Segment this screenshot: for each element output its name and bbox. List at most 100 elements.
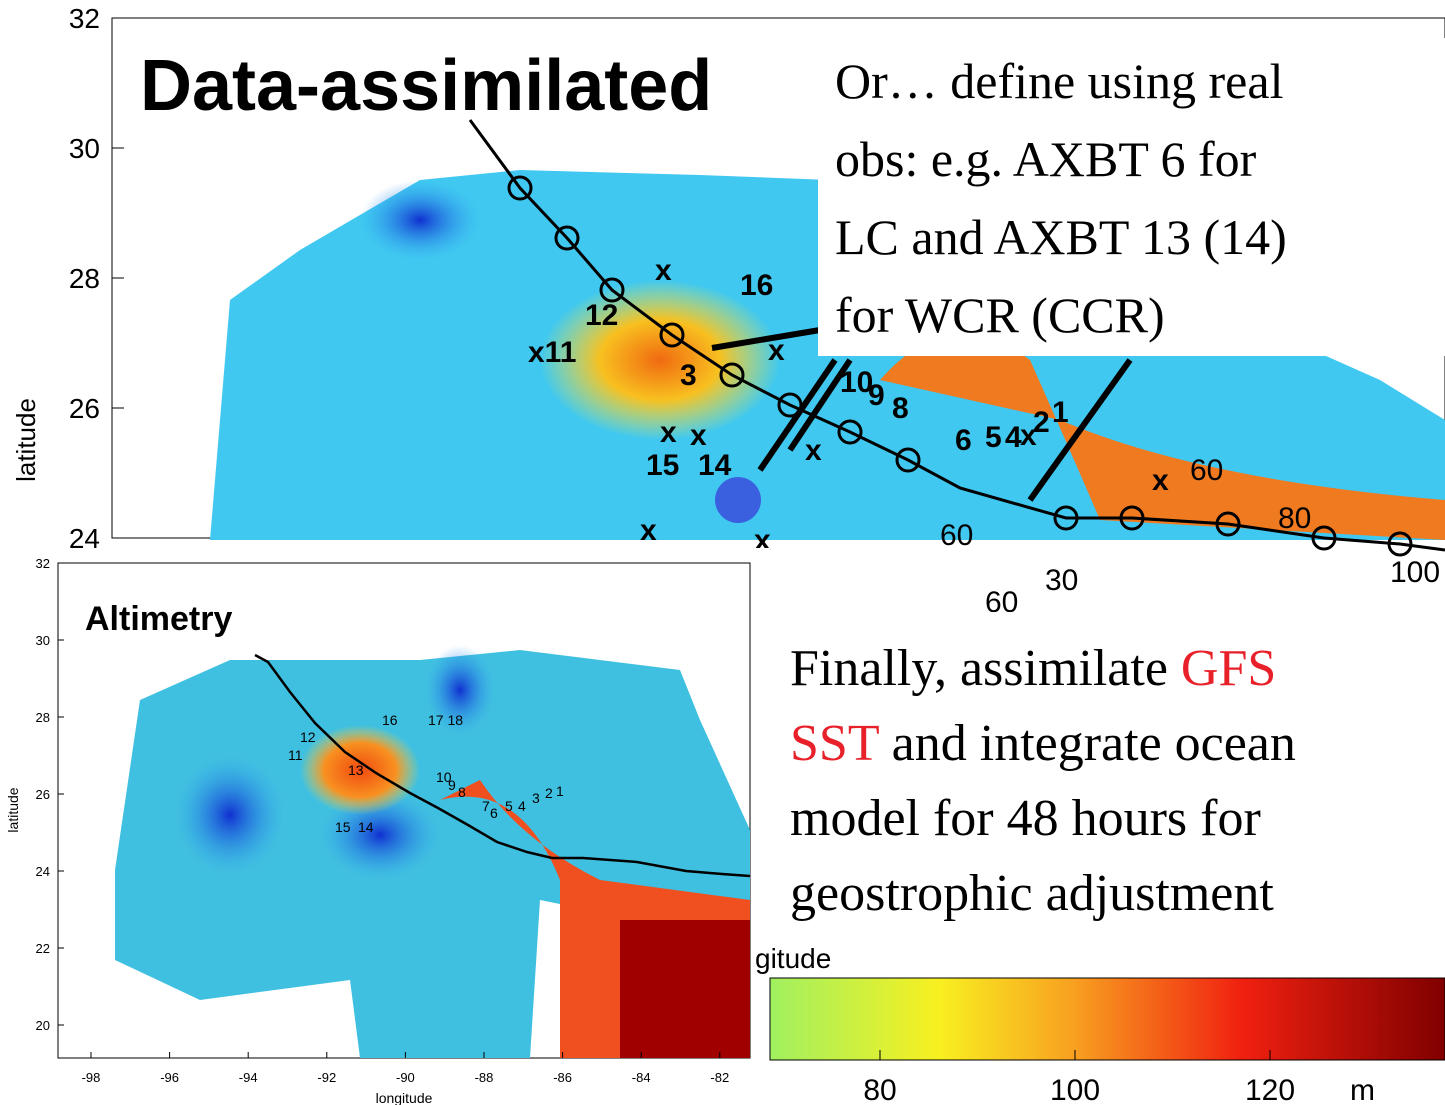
contour-label: 60: [940, 519, 973, 552]
colorbar-tick-label: 100: [1050, 1074, 1100, 1105]
station-label: 15: [335, 819, 351, 835]
station-label: 14: [698, 449, 732, 482]
callout-text: obs: e.g. AXBT 6 for: [835, 131, 1257, 187]
callout-text: Or… define using real: [835, 53, 1283, 109]
x-axis-label: longitude: [376, 1090, 433, 1105]
x-tick-label: -98: [82, 1070, 101, 1085]
callout-box: [772, 612, 1445, 947]
callout-top: Or… define using real obs: e.g. AXBT 6 fo…: [818, 38, 1445, 356]
station-label: 9: [448, 777, 456, 793]
warm-water: [620, 920, 750, 1058]
station-label: 7: [482, 798, 490, 814]
map-title: Data-assimilated: [140, 46, 712, 126]
station-label: 6: [955, 424, 972, 457]
loop-current: [880, 334, 1445, 540]
y-tick-label: 32: [69, 3, 100, 34]
contour-label: 60: [1190, 454, 1223, 487]
station-label: x: [768, 334, 785, 367]
station-label: x: [655, 254, 672, 287]
axbt-marker: [715, 477, 761, 523]
callout-box: [818, 38, 1445, 356]
station-label: 5: [985, 421, 1002, 454]
inset-map: Altimetry longitude latitude -98 -96 -94 -9…: [0, 548, 770, 1105]
x-tick-label: -92: [317, 1070, 336, 1085]
y-tick-label: 24: [36, 864, 50, 879]
x-tick-label: -90: [396, 1070, 415, 1085]
station-label: 15: [646, 449, 679, 482]
station-label: 13: [348, 762, 364, 778]
station-label: 2: [1033, 406, 1050, 439]
station-label: 1: [556, 783, 564, 799]
station-label: 16: [382, 712, 398, 728]
callout-text: geostrophic adjustment: [790, 865, 1274, 922]
colorbar: 80 100 120 m: [769, 977, 1445, 1105]
station-label: x11: [528, 336, 576, 369]
station-label: 14: [358, 819, 374, 835]
station-label: 1: [1052, 396, 1069, 429]
colorbar-tick-label: 120: [1245, 1074, 1295, 1105]
arrows: [711, 327, 1133, 502]
station-label: 4: [518, 798, 526, 814]
y-tick-label: 30: [69, 133, 100, 164]
callout-line: Finally, assimilate GFS: [790, 640, 1276, 697]
callout-text: Finally, assimilate: [790, 640, 1181, 697]
colorbar-scale: [769, 977, 1445, 1061]
station-label: 8: [892, 392, 909, 425]
station-label: 11: [288, 747, 303, 763]
x-tick-label: -94: [239, 1070, 258, 1085]
inset-title: Altimetry: [85, 600, 232, 638]
warm-eddy: [300, 725, 420, 815]
callout-line: SST and integrate ocean: [790, 715, 1296, 772]
station-label: 2: [545, 785, 553, 801]
contour-label: 30: [1045, 564, 1078, 597]
station-label: 6: [490, 805, 498, 821]
station-label: 16: [740, 269, 773, 302]
colorbar-tick-label: 80: [863, 1074, 896, 1105]
y-tick-label: 26: [69, 393, 100, 424]
station-label: x: [1152, 464, 1169, 497]
station-label: 12: [585, 299, 618, 332]
y-tick-label: 28: [36, 710, 50, 725]
station-label: 3: [680, 359, 697, 392]
station-label: x: [640, 514, 657, 547]
y-tick-label: 28: [69, 263, 100, 294]
x-tick-label: -82: [710, 1070, 729, 1085]
callout-bottom: Finally, assimilate GFS SST and integrate…: [772, 612, 1445, 947]
inset-track: [254, 653, 751, 878]
y-tick-label: 30: [36, 633, 50, 648]
station-label: 12: [300, 729, 316, 745]
contour-label: 100: [1390, 556, 1440, 589]
station-label: 8: [458, 784, 466, 800]
callout-text: model for 48 hours for: [790, 790, 1261, 847]
x-tick-label: -96: [160, 1070, 179, 1085]
cold-area: [360, 180, 480, 260]
station-label: 10: [436, 769, 452, 785]
station-label: x: [660, 416, 677, 449]
station-label: 4: [1005, 421, 1022, 454]
y-axis-label: latitude: [11, 398, 41, 482]
cold-eddy: [175, 755, 285, 875]
y-axis-label: latitude: [5, 787, 21, 832]
warm-eddy: [540, 280, 780, 440]
y-tick-label: 26: [36, 787, 50, 802]
callout-text: GFS: [1181, 640, 1276, 697]
station-label: x: [805, 434, 822, 467]
y-tick-label: 22: [36, 941, 50, 956]
station-label: x: [690, 419, 707, 452]
cold-eddy: [425, 645, 495, 735]
callout-line: model for 48 hours for: [790, 790, 1261, 847]
station-label: 5: [505, 798, 513, 814]
callout-text: and integrate ocean: [879, 715, 1296, 772]
callout-line: geostrophic adjustment: [790, 865, 1274, 922]
callout-text: for WCR (CCR): [835, 287, 1165, 343]
partial-axis-label: gitude: [755, 943, 831, 974]
callout-text: SST: [790, 715, 879, 772]
storm-track: [468, 119, 1445, 552]
x-tick-label: -88: [475, 1070, 494, 1085]
y-tick-label: 32: [36, 556, 50, 571]
x-tick-label: -84: [632, 1070, 651, 1085]
station-label: 9: [868, 379, 885, 412]
station-label: x: [1020, 419, 1037, 452]
